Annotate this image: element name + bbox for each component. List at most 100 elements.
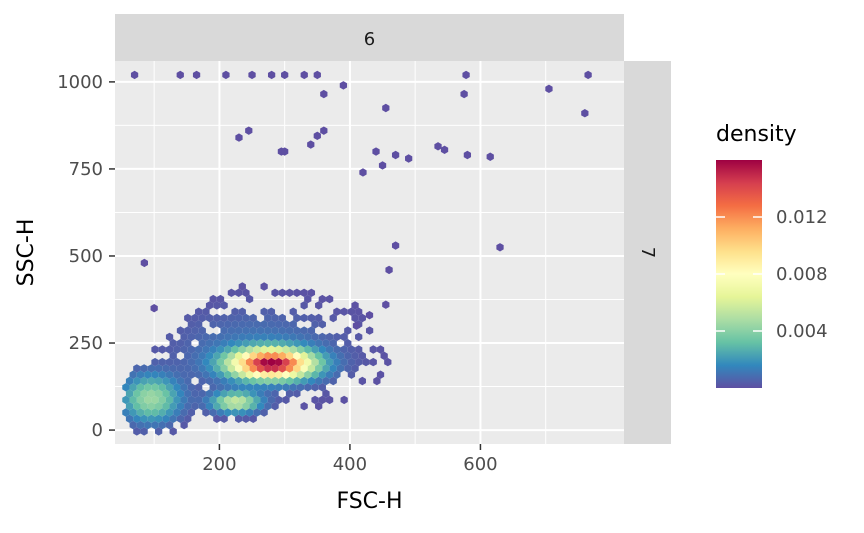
hexbin-cell <box>238 332 246 342</box>
hexbin-outlier <box>281 70 289 80</box>
hexbin-outlier <box>365 310 374 320</box>
hexbin-cell <box>333 357 341 367</box>
hexbin-cell <box>249 376 257 386</box>
hexbin-cell <box>136 408 145 417</box>
hexbin-cell <box>180 370 188 379</box>
hexbin-cell <box>300 301 308 310</box>
x-axis-title: FSC-H <box>336 489 402 514</box>
hexbin-cell <box>220 376 228 386</box>
hexbin-cell <box>249 364 257 373</box>
hexbin-cell <box>296 370 305 379</box>
hexbin-cell <box>253 370 261 379</box>
hexbin-cell <box>144 370 152 379</box>
hexbin-cell <box>147 364 156 373</box>
hexbin-cell <box>329 313 337 323</box>
hexbin-cell <box>271 288 279 297</box>
hexbin-cell <box>289 320 297 329</box>
hexbin-cell <box>180 345 188 354</box>
hexbin-cell <box>151 345 159 354</box>
hexbin-cell <box>191 326 199 335</box>
hexbin-cell <box>333 370 341 379</box>
hexbin-cell <box>180 420 188 430</box>
hexbin-cell <box>311 320 319 329</box>
hexbin-outlier <box>281 147 289 156</box>
hexbin-cell <box>325 345 334 354</box>
hexbin-cell <box>235 326 243 335</box>
hexbin-cell <box>256 376 265 386</box>
hexbin-cell <box>275 357 283 367</box>
hexbin-cell <box>311 395 319 405</box>
hexbin-cell <box>267 345 276 354</box>
hexbin-cell <box>242 326 250 335</box>
hexbin-cell <box>329 364 337 373</box>
hexbin-cell <box>275 332 283 342</box>
hexbin-cell <box>278 326 286 335</box>
hexbin-cell <box>173 408 181 417</box>
hexbin-outlier <box>584 70 592 80</box>
hexbin-cell <box>235 402 243 411</box>
hexbin-cell <box>278 339 286 348</box>
hexbin-cell <box>202 395 210 405</box>
hexbin-cell <box>195 332 203 342</box>
hexbin-cell <box>202 408 210 417</box>
hexbin-cell <box>304 370 312 379</box>
hexbin-cell <box>224 332 232 342</box>
hexbin-cell <box>151 408 159 417</box>
hexbin-cell <box>224 383 232 392</box>
hexbin-cell <box>209 320 217 329</box>
hexbin-cell <box>249 414 257 423</box>
hexbin-cell <box>125 402 134 411</box>
hexbin-cell <box>136 420 145 430</box>
hexbin-cell <box>296 357 305 367</box>
hexbin-cell <box>311 370 319 379</box>
hexbin-cell <box>325 370 334 379</box>
hexbin-cell <box>333 332 341 342</box>
hexbin-cell <box>169 351 177 360</box>
hexbin-outlier <box>313 131 321 141</box>
hexbin-cell <box>155 414 163 423</box>
hexbin-cell <box>198 313 206 323</box>
hexbin-cell <box>220 339 228 348</box>
hexbin-cell <box>231 395 239 405</box>
hexbin-cell <box>358 313 366 323</box>
hexbin-cell <box>278 376 286 386</box>
hexbin-cell <box>264 376 272 386</box>
hexbin-cell <box>195 395 203 405</box>
hexbin-cell <box>224 395 232 405</box>
hexbin-outlier <box>581 109 589 118</box>
hexbin-cell <box>129 395 137 405</box>
hexbin-cell <box>318 395 326 405</box>
hexbin-cell <box>180 395 188 405</box>
hexbin-cell <box>216 332 225 342</box>
hexbin-outlier <box>222 70 230 80</box>
legend-tick-label: 0.012 <box>776 207 828 228</box>
hexbin-cell <box>165 383 174 392</box>
hexbin-cell <box>264 326 272 335</box>
hexbin-cell <box>384 357 392 367</box>
hexbin-cell <box>373 376 381 386</box>
hexbin-cell <box>300 313 308 323</box>
hexbin-cell <box>365 326 374 335</box>
hexbin-cell <box>176 326 185 335</box>
hexbin-cell <box>158 420 166 430</box>
hexbin-cell <box>191 351 199 360</box>
hexbin-cell <box>227 364 236 373</box>
hexbin-cell <box>304 294 312 304</box>
hexbin-cell <box>209 408 217 417</box>
hexbin-outlier <box>140 258 148 268</box>
hexbin-cell <box>125 414 134 423</box>
hexbin-cell <box>249 313 257 323</box>
hexbin-cell <box>293 376 301 386</box>
hexbin-cell <box>344 364 352 373</box>
facet-strip-right-label: 7 <box>637 247 658 258</box>
hexbin-cell <box>318 383 326 392</box>
hexbin-cell <box>238 282 246 291</box>
hexbin-cell <box>293 351 301 360</box>
hexbin-cell <box>293 389 301 398</box>
hexbin-cell <box>205 339 214 348</box>
hexbin-cell <box>136 395 145 405</box>
hexbin-cell <box>169 339 177 348</box>
hexbin-cell <box>165 332 174 342</box>
hexbin-cell <box>173 345 181 354</box>
hexbin-cell <box>245 370 254 379</box>
